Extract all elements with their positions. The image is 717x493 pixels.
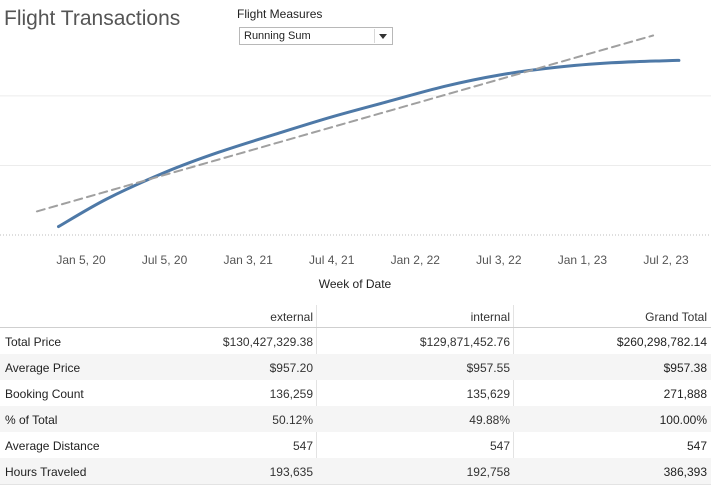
table-cell: 547	[686, 439, 707, 453]
table-row[interactable]: Average Price $957.20 $957.55 $957.38	[0, 354, 711, 380]
x-tick-label: Jul 5, 20	[142, 253, 188, 267]
table-cell: $129,871,452.76	[419, 335, 510, 349]
table-cell: $957.38	[663, 361, 707, 375]
column-separator	[316, 305, 317, 485]
table-row[interactable]: Average Distance 547 547 547	[0, 432, 711, 458]
chevron-down-icon[interactable]	[374, 29, 389, 43]
table-cell: 135,629	[466, 387, 510, 401]
x-tick-label: Jul 3, 22	[476, 253, 522, 267]
table-header: external internal Grand Total	[0, 305, 711, 328]
row-label: Total Price	[5, 335, 62, 349]
flight-measures-dropdown[interactable]: Running Sum	[239, 27, 393, 45]
chart-series-layer	[35, 34, 681, 229]
chart-gridlines	[0, 95, 711, 166]
table-cell: $130,427,329.38	[222, 335, 313, 349]
table-cell: $260,298,782.14	[616, 335, 707, 349]
row-label: Hours Traveled	[5, 465, 87, 479]
column-separator	[513, 305, 514, 485]
row-label: Average Distance	[5, 439, 100, 453]
table-cell: 547	[292, 439, 313, 453]
table-row[interactable]: Booking Count 136,259 135,629 271,888	[0, 380, 711, 406]
table-cell: 386,393	[663, 465, 707, 479]
trend-line[interactable]	[35, 34, 655, 213]
column-header-external[interactable]: external	[270, 310, 313, 324]
x-tick-label: Jan 1, 23	[558, 253, 608, 267]
running-sum-line-chart[interactable]: Jan 5, 20 Jul 5, 20 Jan 3, 21 Jul 4, 21 Jan …	[0, 0, 717, 300]
dashboard-title: Flight Transactions	[4, 7, 181, 30]
table-cell: $957.55	[466, 361, 510, 375]
table-cell: 271,888	[663, 387, 707, 401]
row-label: Booking Count	[5, 387, 84, 401]
table-cell: 100.00%	[659, 413, 707, 427]
table-cell: 136,259	[269, 387, 313, 401]
table-row[interactable]: % of Total 50.12% 49.88% 100.00%	[0, 406, 711, 432]
column-header-grand-total[interactable]: Grand Total	[645, 310, 707, 324]
column-header-internal[interactable]: internal	[470, 310, 510, 324]
x-tick-label: Jan 5, 20	[56, 253, 106, 267]
row-label: Average Price	[5, 361, 81, 375]
x-tick-label: Jan 3, 21	[223, 253, 273, 267]
table-bottom-rule	[0, 484, 711, 485]
table-row[interactable]: Hours Traveled 193,635 192,758 386,393	[0, 458, 711, 484]
flight-measures-label: Flight Measures	[237, 7, 323, 21]
x-tick-label: Jul 4, 21	[309, 253, 355, 267]
table-row[interactable]: Total Price $130,427,329.38 $129,871,452…	[0, 328, 711, 354]
x-axis-label: Week of Date	[319, 277, 392, 291]
measures-table: external internal Grand Total Total Pric…	[0, 305, 711, 485]
table-cell: 192,758	[466, 465, 510, 479]
running-sum-series-line[interactable]	[57, 58, 681, 229]
x-tick-label: Jul 2, 23	[643, 253, 689, 267]
table-cell: $957.20	[269, 361, 313, 375]
table-cell: 193,635	[269, 465, 313, 479]
table-cell: 50.12%	[272, 413, 313, 427]
table-cell: 49.88%	[469, 413, 510, 427]
x-axis-ticks: Jan 5, 20 Jul 5, 20 Jan 3, 21 Jul 4, 21 Jan …	[56, 253, 689, 267]
row-label: % of Total	[5, 413, 58, 427]
x-tick-label: Jan 2, 22	[391, 253, 441, 267]
table-cell: 547	[489, 439, 510, 453]
flight-measures-selected: Running Sum	[244, 30, 311, 42]
